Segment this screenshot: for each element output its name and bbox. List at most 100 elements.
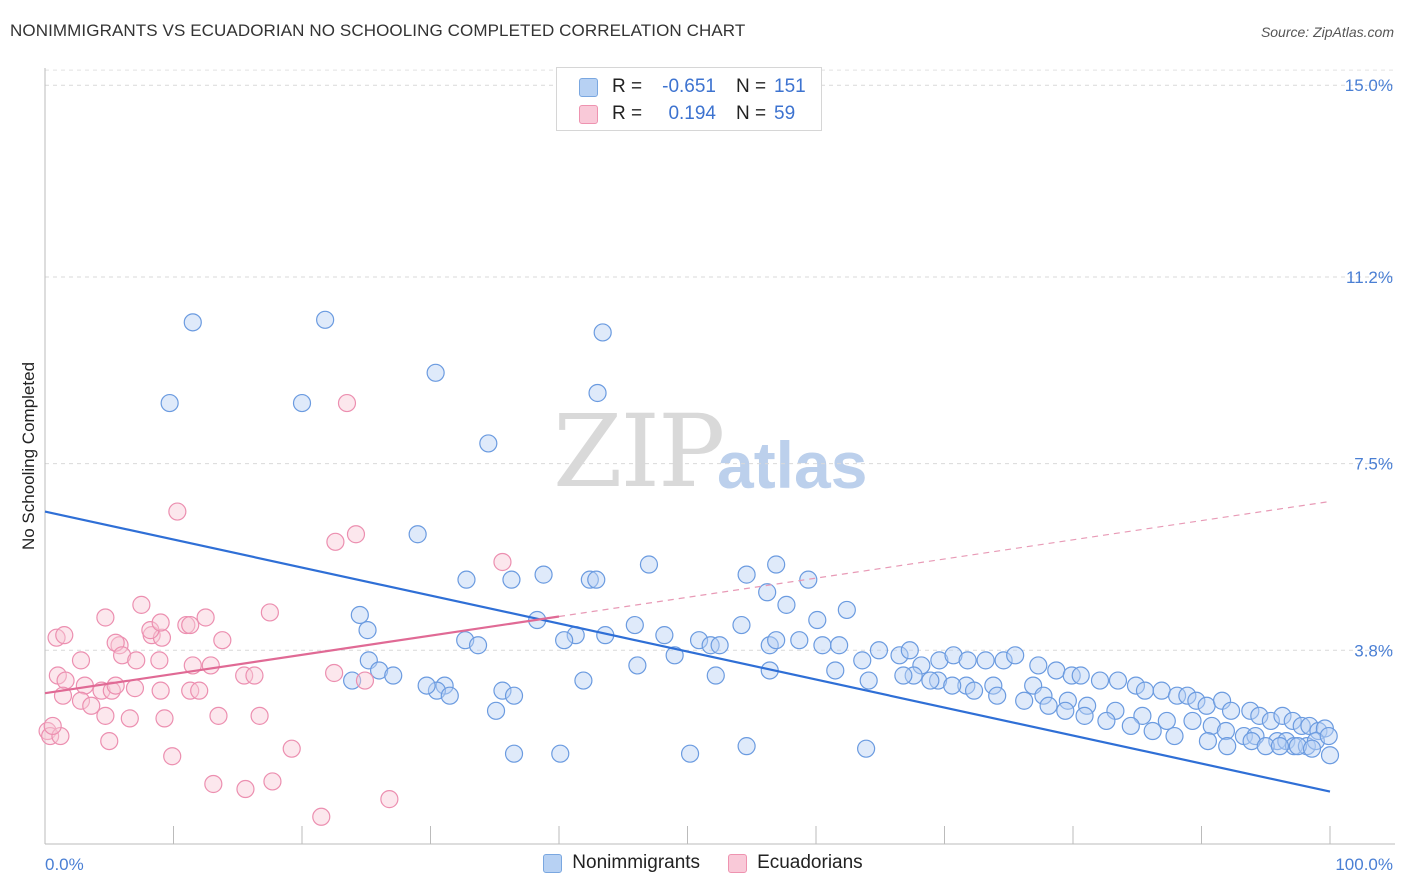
point-ecuadorians [106, 676, 125, 695]
point-ecuadorians [282, 739, 301, 758]
point-nonimmigrants [574, 671, 593, 690]
point-nonimmigrants [588, 383, 607, 403]
point-nonimmigrants [737, 565, 756, 584]
legend-item-ecuadorians[interactable]: Ecuadorians [728, 852, 863, 874]
trend-ecuadorians [44, 615, 560, 695]
point-nonimmigrants [1250, 706, 1269, 725]
point-ecuadorians [71, 691, 91, 710]
point-ecuadorians [380, 790, 399, 809]
point-ecuadorians [213, 631, 232, 650]
point-ecuadorians [190, 681, 209, 700]
point-ecuadorians [250, 706, 269, 725]
point-ecuadorians [155, 709, 174, 728]
point-ecuadorians [56, 671, 75, 690]
point-nonimmigrants [555, 631, 574, 650]
point-nonimmigrants [1197, 696, 1216, 715]
point-nonimmigrants [593, 323, 612, 342]
point-ecuadorians [204, 774, 223, 794]
point-nonimmigrants [502, 570, 521, 589]
point-nonimmigrants [767, 555, 786, 574]
point-ecuadorians [493, 552, 512, 572]
n-value: 59 [774, 103, 796, 124]
legend-swatch-pink [728, 853, 748, 873]
y-axis-label: No Schooling Completed [19, 362, 38, 550]
point-nonimmigrants [1090, 671, 1110, 690]
point-nonimmigrants [837, 600, 856, 620]
point-ecuadorians [260, 603, 279, 622]
point-ecuadorians [120, 709, 139, 728]
point-nonimmigrants [994, 651, 1013, 670]
y-tick-label: 15.0% [1345, 76, 1393, 95]
point-ecuadorians [196, 608, 215, 627]
point-nonimmigrants [1241, 701, 1260, 720]
n-label: N = [736, 76, 767, 97]
legend-label: Ecuadorians [757, 852, 863, 873]
point-nonimmigrants [808, 610, 827, 630]
point-nonimmigrants [853, 651, 872, 670]
source-credit: Source: ZipAtlas.com [1260, 24, 1394, 40]
point-nonimmigrants [1133, 706, 1152, 725]
point-nonimmigrants [799, 570, 818, 589]
point-nonimmigrants [628, 656, 647, 675]
point-ecuadorians [100, 731, 119, 751]
n-label: N = [736, 103, 767, 124]
legend-row-ecuadorians: R = 0.194 N = 59 [579, 101, 814, 127]
point-nonimmigrants [1300, 716, 1319, 736]
trend-nonimmigrants [44, 510, 1331, 793]
point-nonimmigrants [370, 661, 389, 680]
point-nonimmigrants [1273, 706, 1292, 725]
point-ecuadorians [201, 656, 220, 675]
point-nonimmigrants [964, 681, 984, 700]
point-ecuadorians [236, 779, 255, 799]
point-nonimmigrants [943, 676, 962, 695]
point-ecuadorians [263, 772, 282, 791]
point-nonimmigrants [1284, 737, 1304, 756]
point-nonimmigrants [183, 313, 202, 332]
point-nonimmigrants [534, 565, 553, 584]
point-nonimmigrants [160, 393, 179, 413]
point-nonimmigrants [343, 671, 362, 690]
point-ecuadorians [96, 706, 115, 725]
point-nonimmigrants [984, 676, 1003, 695]
point-nonimmigrants [1121, 716, 1140, 736]
y-tick-label: 3.8% [1354, 641, 1393, 660]
point-nonimmigrants [680, 744, 700, 763]
point-ecuadorians [71, 651, 91, 670]
point-nonimmigrants [350, 605, 369, 625]
point-nonimmigrants [1218, 737, 1237, 756]
point-nonimmigrants [912, 656, 931, 675]
point-nonimmigrants [1216, 721, 1236, 741]
point-ecuadorians [346, 525, 366, 544]
point-nonimmigrants [1015, 691, 1034, 710]
point-nonimmigrants [1256, 737, 1275, 756]
watermark-zip: ZIP [553, 393, 725, 510]
point-ecuadorians [181, 615, 200, 635]
point-nonimmigrants [826, 661, 845, 680]
point-ecuadorians [325, 663, 344, 683]
x-tick-label: 0.0% [45, 855, 84, 874]
point-nonimmigrants [457, 570, 476, 589]
point-nonimmigrants [479, 434, 498, 453]
point-nonimmigrants [1075, 706, 1094, 725]
legend-swatch-pink [579, 104, 598, 124]
point-nonimmigrants [639, 555, 659, 574]
y-tick-label: 11.2% [1346, 268, 1393, 287]
point-ecuadorians [151, 613, 170, 632]
legend-item-nonimmigrants[interactable]: Nonimmigrants [543, 852, 700, 874]
point-nonimmigrants [1187, 691, 1206, 710]
watermark-atlas: atlas [717, 428, 868, 502]
point-nonimmigrants [440, 686, 459, 705]
point-nonimmigrants [1006, 646, 1025, 665]
r-label: R = [612, 103, 643, 124]
point-nonimmigrants [1202, 716, 1221, 736]
point-nonimmigrants [1056, 701, 1075, 720]
point-nonimmigrants [1152, 681, 1171, 700]
point-nonimmigrants [408, 525, 427, 544]
legend-label: Nonimmigrants [572, 852, 701, 873]
point-ecuadorians [112, 646, 132, 665]
point-nonimmigrants [1167, 686, 1187, 705]
point-nonimmigrants [486, 701, 506, 720]
point-nonimmigrants [869, 641, 889, 660]
point-nonimmigrants [958, 651, 977, 670]
